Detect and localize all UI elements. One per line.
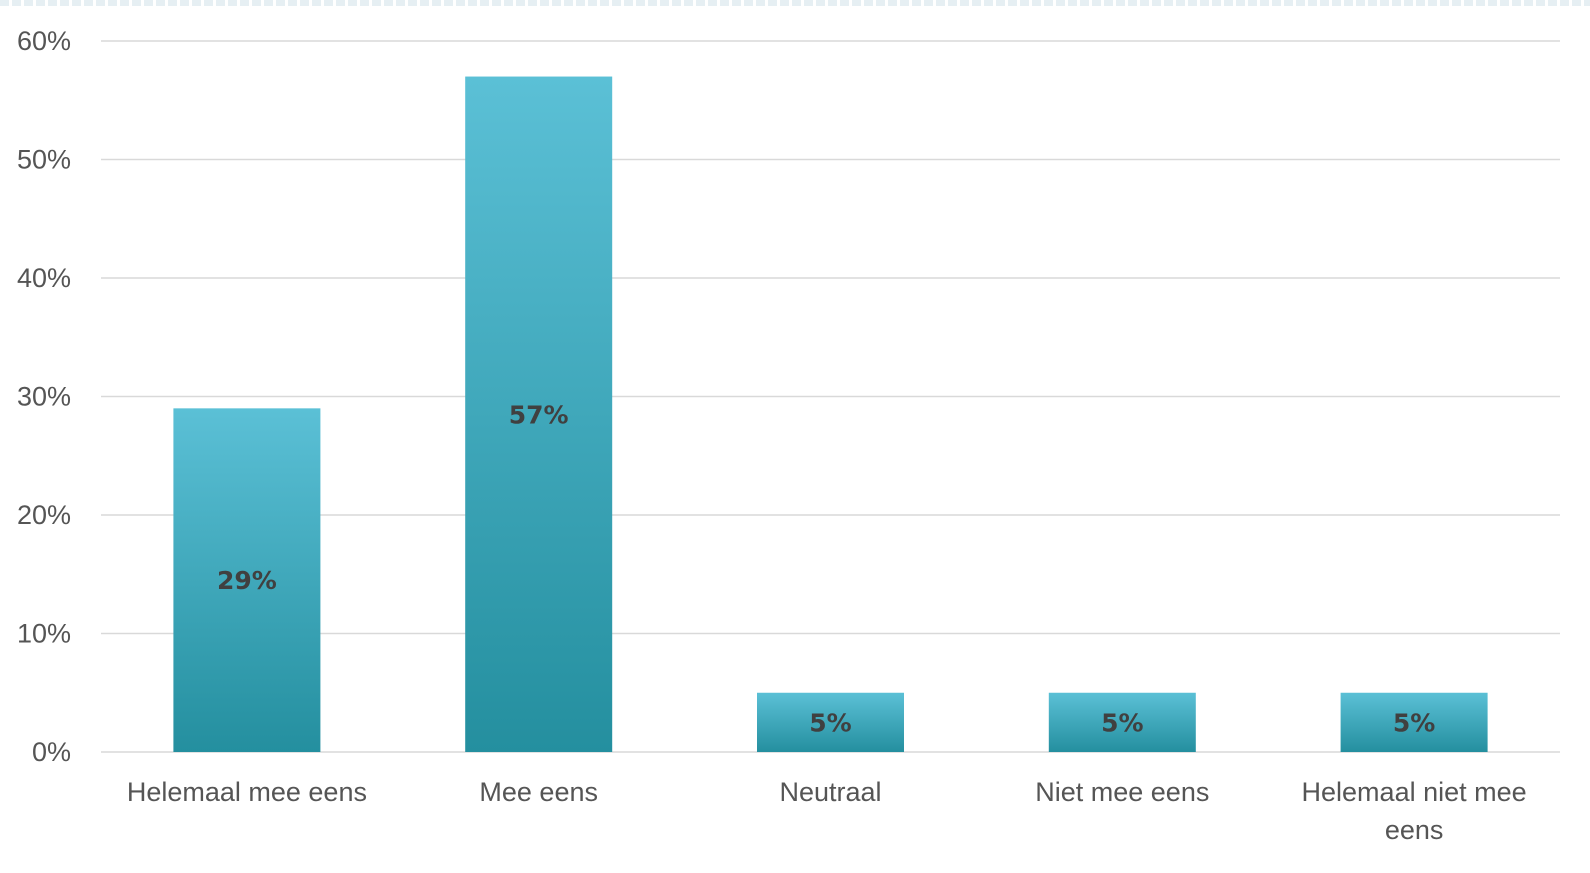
bars — [173, 76, 1488, 753]
x-category-label: Helemaal niet mee eens — [1302, 777, 1527, 845]
x-category-label-line: eens — [1385, 815, 1444, 845]
bar — [1048, 692, 1196, 752]
x-category-label: Niet mee eens — [1035, 777, 1209, 807]
x-axis-category-labels: Helemaal mee eens Mee eens Neutraal Niet me… — [127, 777, 1527, 845]
x-category-label: Helemaal mee eens — [127, 777, 367, 807]
x-category-label: Neutraal — [779, 777, 881, 807]
data-label: 5% — [1101, 708, 1143, 737]
bar — [1340, 692, 1488, 752]
bar — [173, 408, 321, 752]
y-tick-label: 60% — [17, 26, 71, 56]
data-labels: 29% 57% 5% 5% 5% — [217, 400, 1435, 737]
y-tick-label: 0% — [32, 737, 71, 767]
bar — [465, 76, 613, 753]
gridlines — [101, 40, 1560, 753]
data-label: 29% — [217, 566, 277, 595]
y-axis-tick-labels: 0% 10% 20% 30% 40% 50% 60% — [17, 26, 71, 767]
y-tick-label: 10% — [17, 619, 71, 649]
y-tick-label: 50% — [17, 145, 71, 175]
data-label: 5% — [1393, 708, 1435, 737]
bar — [757, 692, 904, 752]
y-tick-label: 20% — [17, 500, 71, 530]
y-tick-label: 40% — [17, 263, 71, 293]
top-dashed-border — [0, 0, 1590, 6]
data-label: 5% — [809, 708, 851, 737]
x-category-label-line: Helemaal niet mee — [1302, 777, 1527, 807]
data-label: 57% — [509, 400, 569, 429]
x-category-label: Mee eens — [479, 777, 598, 807]
y-tick-label: 30% — [17, 382, 71, 412]
